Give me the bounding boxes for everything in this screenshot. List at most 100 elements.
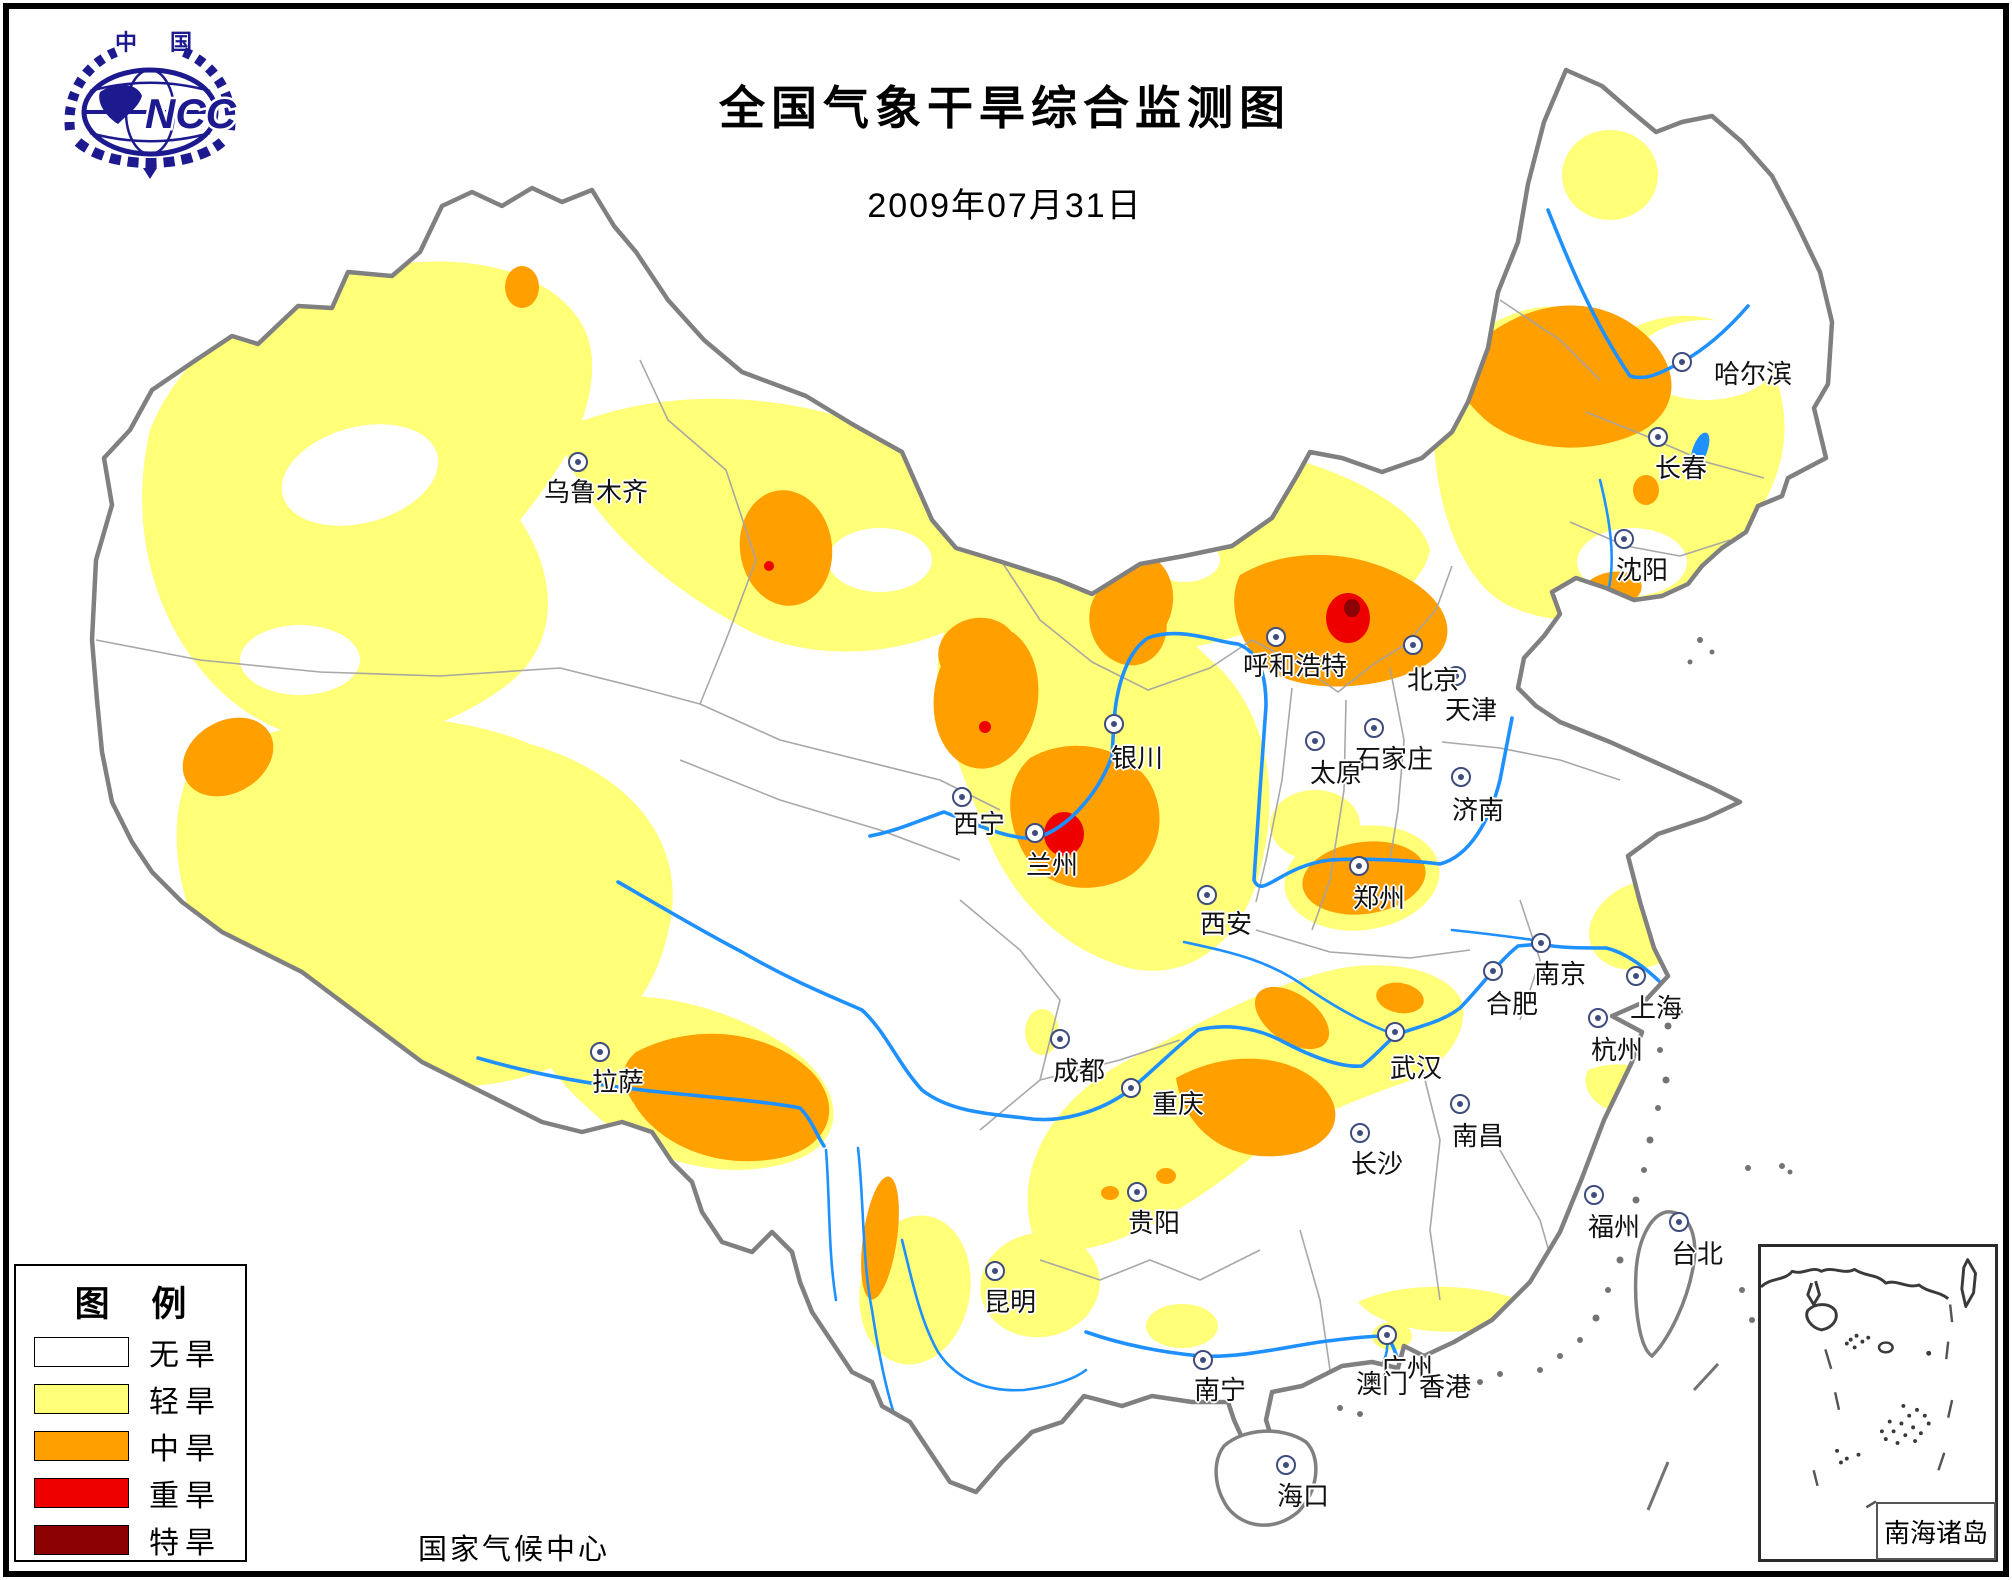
- logo-cn-right: 国: [170, 30, 192, 55]
- city-label: 贵阳: [1127, 1208, 1181, 1238]
- city-label: 长春: [1654, 453, 1708, 483]
- city-label: 呼和浩特: [1242, 651, 1348, 681]
- city-label: 杭州: [1590, 1035, 1644, 1065]
- city-marker-icon: [1266, 627, 1286, 647]
- city-marker-icon: [1451, 767, 1471, 787]
- city-marker-icon: [1104, 714, 1124, 734]
- legend-item: 轻旱: [34, 1384, 245, 1419]
- legend-rows: 无旱轻旱中旱重旱特旱: [16, 1337, 245, 1560]
- city-label: 银川: [1110, 743, 1164, 773]
- legend-label: 轻旱: [149, 1386, 221, 1419]
- city-label: 西安: [1199, 909, 1253, 939]
- legend-label: 无旱: [149, 1339, 221, 1372]
- city-marker-icon: [1531, 933, 1551, 953]
- taiwan-island: [1633, 1210, 1697, 1359]
- city-label: 北京: [1406, 665, 1460, 695]
- city-label: 昆明: [983, 1287, 1037, 1317]
- city-marker-icon: [1588, 1008, 1608, 1028]
- city-marker-icon: [1669, 1212, 1689, 1232]
- legend-label: 特旱: [149, 1527, 221, 1560]
- legend-title: 图 例: [74, 1285, 203, 1324]
- city-label: 天津: [1444, 695, 1498, 725]
- country-border: [89, 67, 1835, 1495]
- city-label: 台北: [1670, 1239, 1724, 1269]
- city-label: 兰州: [1025, 850, 1079, 880]
- city-marker-icon: [1050, 1029, 1070, 1049]
- city-label: 石家庄: [1354, 744, 1434, 774]
- city-marker-icon: [1483, 961, 1503, 981]
- city-label: 成都: [1052, 1056, 1106, 1086]
- city-label: 南昌: [1451, 1121, 1505, 1151]
- city-marker-icon: [952, 787, 972, 807]
- city-label: 长沙: [1350, 1149, 1404, 1179]
- city-marker-icon: [1648, 427, 1668, 447]
- legend-item: 特旱: [34, 1525, 245, 1560]
- city-marker-icon: [1350, 1123, 1370, 1143]
- city-label: 南宁: [1193, 1375, 1247, 1405]
- city-label: 济南: [1451, 795, 1505, 825]
- city-label: 海口: [1276, 1481, 1330, 1511]
- ncc-logo-icon: 中 国 NCC: [64, 30, 239, 179]
- city-marker-icon: [1385, 1022, 1405, 1042]
- legend-label: 重旱: [149, 1480, 221, 1513]
- city-label: 福州: [1587, 1212, 1641, 1242]
- city-marker-icon: [1614, 529, 1634, 549]
- legend-swatch: [34, 1478, 129, 1508]
- inset-label-box: 南海诸岛: [1876, 1502, 1996, 1560]
- map-title: 全国气象干旱综合监测图: [719, 82, 1291, 134]
- legend-swatch: [34, 1431, 129, 1461]
- city-marker-icon: [1364, 718, 1384, 738]
- city-label: 重庆: [1151, 1089, 1205, 1119]
- map-date: 2009年07月31日: [867, 187, 1143, 225]
- logo-acronym: NCC: [145, 90, 237, 137]
- logo-cn-left: 中: [115, 30, 137, 55]
- city-label: 西宁: [952, 809, 1006, 839]
- inset-label: 南海诸岛: [1883, 1517, 1988, 1548]
- city-marker-icon: [1450, 1094, 1470, 1114]
- city-label: 沈阳: [1615, 555, 1669, 585]
- city-marker-icon: [1193, 1350, 1213, 1370]
- city-marker-icon: [1127, 1182, 1147, 1202]
- city-marker-icon: [590, 1042, 610, 1062]
- city-marker-icon: [1377, 1325, 1397, 1345]
- city-label: 武汉: [1389, 1053, 1443, 1083]
- city-marker-icon: [985, 1261, 1005, 1281]
- inset-map: [1759, 1258, 1977, 1509]
- city-label: 太原: [1309, 758, 1363, 788]
- legend-swatch: [34, 1525, 129, 1555]
- city-label: 合肥: [1485, 989, 1539, 1019]
- city-marker-icon: [568, 452, 588, 472]
- city-label: 香港: [1418, 1372, 1472, 1402]
- city-marker-icon: [1025, 823, 1045, 843]
- legend-item: 中旱: [34, 1431, 245, 1466]
- legend-box: 图 例 无旱轻旱中旱重旱特旱: [14, 1264, 247, 1562]
- legend-swatch: [34, 1337, 129, 1367]
- city-marker-icon: [1121, 1078, 1141, 1098]
- city-label: 拉萨: [591, 1067, 645, 1097]
- city-marker-icon: [1672, 352, 1692, 372]
- city-label: 广州: [1380, 1353, 1434, 1383]
- city-marker-icon: [1276, 1455, 1296, 1475]
- city-marker-icon: [1349, 856, 1369, 876]
- hainan-island: [1214, 1429, 1318, 1527]
- city-label: 乌鲁木齐: [543, 477, 649, 507]
- maritime-dashes: [1646, 1362, 1720, 1511]
- drought-extreme-layer: [1344, 599, 1360, 617]
- city-label: 郑州: [1352, 883, 1406, 913]
- city-label: 南京: [1533, 959, 1587, 989]
- city-marker-icon: [1403, 635, 1423, 655]
- city-marker-icon: [1305, 731, 1325, 751]
- city-label: 上海: [1629, 993, 1683, 1023]
- source-label: 国家气候中心: [418, 1534, 611, 1566]
- legend-item: 无旱: [34, 1337, 245, 1372]
- south-china-sea-inset: 南海诸岛: [1758, 1244, 1998, 1562]
- city-marker-icon: [1584, 1185, 1604, 1205]
- city-label: 哈尔滨: [1713, 359, 1793, 389]
- city-marker-icon: [1446, 666, 1466, 686]
- legend-label: 中旱: [149, 1433, 221, 1466]
- legend-swatch: [34, 1384, 129, 1414]
- city-label: 澳门: [1355, 1369, 1409, 1399]
- city-marker-icon: [1626, 966, 1646, 986]
